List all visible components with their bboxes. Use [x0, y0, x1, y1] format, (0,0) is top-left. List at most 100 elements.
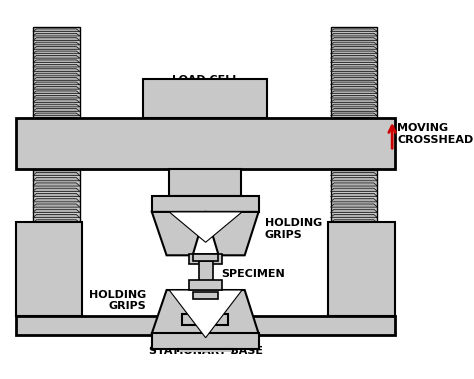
Polygon shape [330, 29, 377, 31]
Polygon shape [33, 204, 80, 207]
Polygon shape [330, 225, 377, 228]
Bar [169, 169, 241, 196]
Polygon shape [330, 149, 377, 151]
Polygon shape [33, 82, 80, 85]
Bar [193, 254, 218, 262]
Polygon shape [330, 51, 377, 54]
Polygon shape [33, 215, 80, 218]
Polygon shape [33, 251, 80, 255]
Text: STATIONARY BASE: STATIONARY BASE [149, 346, 263, 356]
Polygon shape [33, 91, 80, 94]
Polygon shape [33, 278, 80, 281]
Polygon shape [330, 315, 377, 318]
Bar [193, 292, 218, 299]
Polygon shape [33, 144, 80, 147]
Bar [182, 314, 228, 325]
Bar [143, 79, 267, 118]
Bar [16, 118, 395, 169]
Polygon shape [33, 109, 80, 111]
Polygon shape [33, 236, 80, 239]
Polygon shape [330, 299, 377, 302]
Polygon shape [33, 230, 80, 233]
Bar [152, 196, 258, 212]
Polygon shape [330, 96, 377, 98]
Polygon shape [330, 251, 377, 255]
Polygon shape [330, 38, 377, 41]
Polygon shape [330, 78, 377, 80]
Polygon shape [33, 241, 80, 244]
Polygon shape [169, 212, 242, 242]
Polygon shape [152, 290, 206, 346]
Polygon shape [330, 304, 377, 307]
Polygon shape [33, 273, 80, 276]
Text: LOAD CELL: LOAD CELL [172, 75, 239, 85]
Polygon shape [33, 135, 80, 138]
Polygon shape [330, 257, 377, 260]
Bar [33, 170, 80, 318]
Polygon shape [33, 64, 80, 67]
Polygon shape [33, 78, 80, 80]
Polygon shape [330, 42, 377, 45]
Polygon shape [33, 288, 80, 291]
Polygon shape [330, 215, 377, 218]
Bar [33, 27, 80, 151]
Bar [199, 262, 212, 292]
Polygon shape [33, 246, 80, 249]
Text: MOVING
CROSSHEAD: MOVING CROSSHEAD [397, 123, 474, 145]
Bar [178, 349, 233, 365]
Text: HOLDING
GRIPS: HOLDING GRIPS [264, 218, 322, 240]
Polygon shape [330, 262, 377, 265]
Polygon shape [330, 86, 377, 89]
Polygon shape [330, 246, 377, 249]
Polygon shape [330, 230, 377, 233]
Polygon shape [33, 126, 80, 129]
Polygon shape [330, 117, 377, 120]
Polygon shape [330, 278, 377, 281]
Polygon shape [33, 188, 80, 191]
Polygon shape [33, 131, 80, 133]
Polygon shape [330, 82, 377, 85]
Polygon shape [33, 86, 80, 89]
Polygon shape [33, 38, 80, 41]
Polygon shape [330, 288, 377, 291]
Bar [328, 222, 395, 316]
Text: SPECIMEN: SPECIMEN [221, 269, 285, 279]
Polygon shape [330, 241, 377, 244]
Polygon shape [330, 47, 377, 49]
Polygon shape [33, 172, 80, 175]
Polygon shape [33, 100, 80, 102]
Polygon shape [330, 73, 377, 76]
Polygon shape [33, 199, 80, 202]
Polygon shape [33, 283, 80, 286]
Polygon shape [33, 262, 80, 265]
Polygon shape [33, 149, 80, 151]
Polygon shape [330, 69, 377, 71]
Polygon shape [33, 267, 80, 270]
Polygon shape [33, 96, 80, 98]
Polygon shape [33, 140, 80, 143]
Bar [330, 27, 377, 151]
Polygon shape [33, 220, 80, 223]
Polygon shape [33, 193, 80, 197]
Polygon shape [330, 144, 377, 147]
Polygon shape [33, 104, 80, 107]
Bar [330, 170, 377, 318]
Polygon shape [330, 33, 377, 36]
Polygon shape [33, 60, 80, 63]
Polygon shape [152, 212, 206, 255]
Polygon shape [33, 257, 80, 260]
Polygon shape [330, 283, 377, 286]
Polygon shape [330, 140, 377, 143]
Polygon shape [33, 42, 80, 45]
Polygon shape [330, 267, 377, 270]
Polygon shape [330, 60, 377, 63]
Polygon shape [33, 209, 80, 212]
Polygon shape [330, 113, 377, 116]
Polygon shape [330, 64, 377, 67]
Polygon shape [330, 100, 377, 102]
Polygon shape [330, 309, 377, 313]
Polygon shape [33, 294, 80, 297]
Polygon shape [330, 199, 377, 202]
Text: HOLDING
GRIPS: HOLDING GRIPS [89, 290, 146, 311]
Polygon shape [330, 131, 377, 133]
